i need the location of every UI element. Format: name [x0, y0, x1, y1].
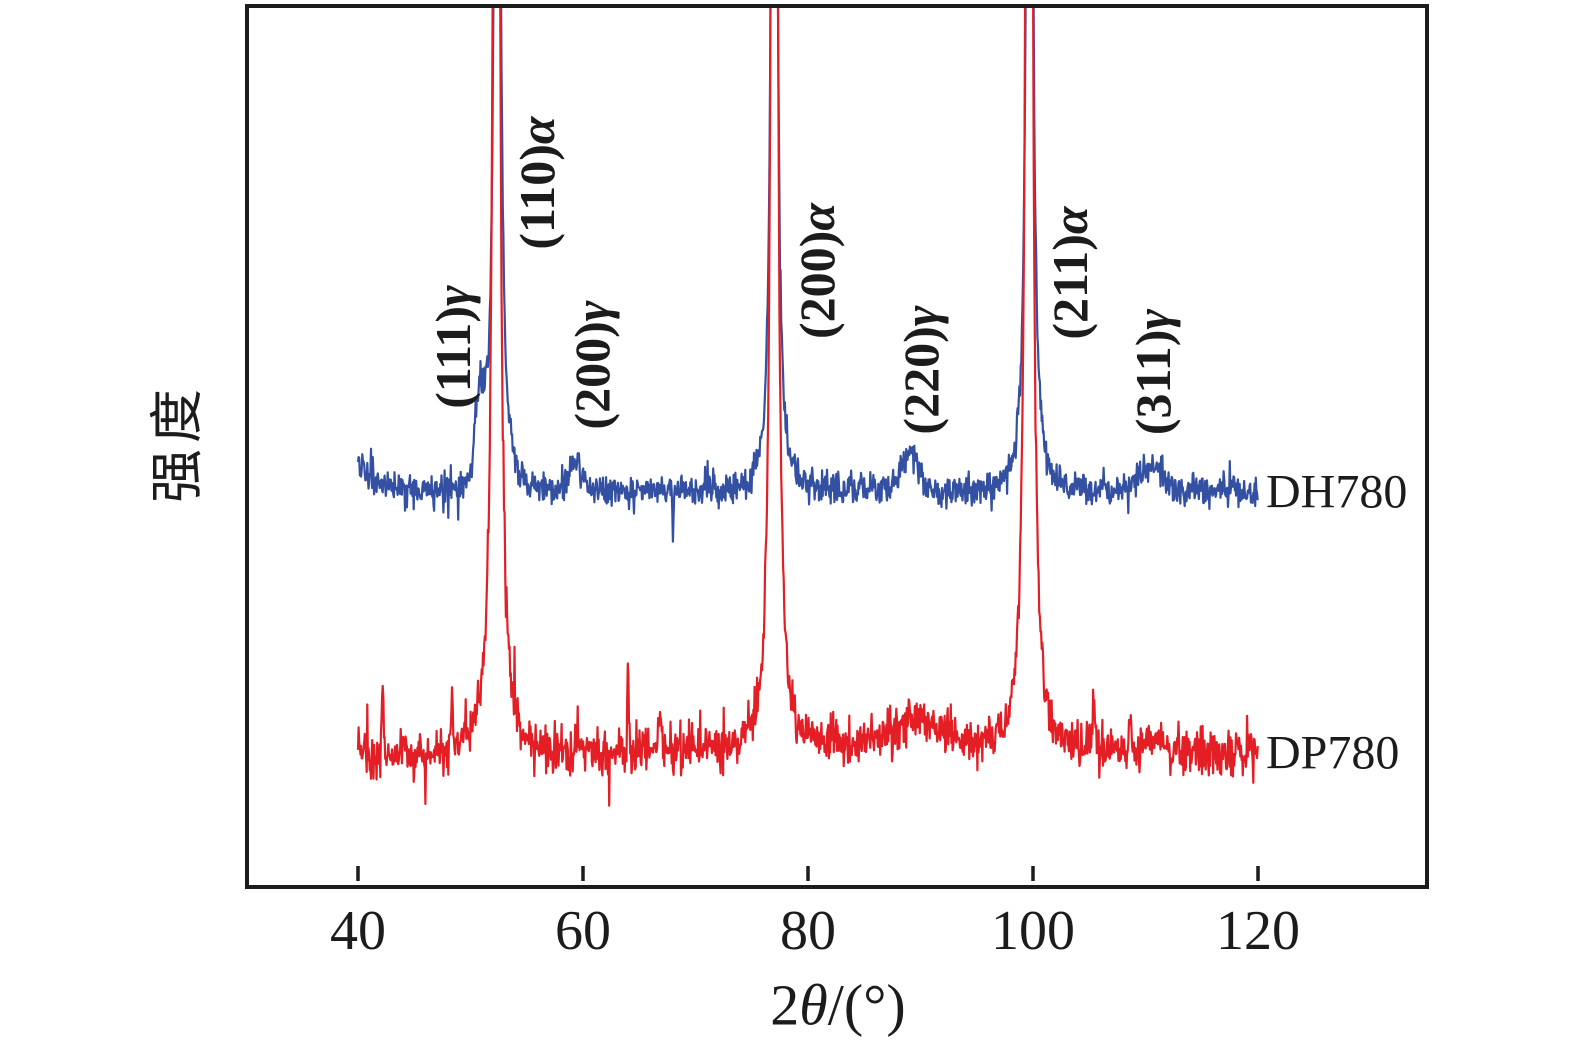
theta-symbol: θ: [799, 972, 828, 1038]
x-tick-marks: [356, 866, 1260, 881]
x-axis-title-coefficient: 2: [770, 972, 800, 1038]
x-tick-label-80: 80: [780, 900, 836, 962]
peak-label-phase: γ: [564, 300, 620, 322]
peak-label-(311)γ: (311)γ: [1124, 309, 1182, 435]
x-tick-label-60: 60: [555, 900, 611, 962]
peak-label-phase: α: [789, 203, 845, 231]
curve-group: [356, 8, 1259, 807]
series-curve-DH780: [356, 8, 1259, 543]
peak-label-phase: γ: [424, 285, 481, 307]
peak-label-hkl: (220): [892, 326, 949, 435]
peak-label-(111)γ: (111)γ: [424, 285, 482, 409]
peak-label-hkl: (211): [1042, 234, 1099, 340]
series-curve-DP780: [356, 8, 1259, 807]
peak-label-(211)α: (211)α: [1041, 206, 1099, 339]
series-label-DH780: DH780: [1266, 465, 1408, 519]
peak-label-(200)γ: (200)γ: [563, 300, 621, 429]
peak-label-phase: γ: [892, 305, 949, 327]
peak-label-(110)α: (110)α: [508, 116, 566, 249]
peak-label-hkl: (110): [508, 144, 565, 250]
peak-label-phase: α: [508, 116, 565, 145]
x-axis-title-units: /(°): [827, 972, 906, 1038]
peak-label-hkl: (311): [1125, 329, 1182, 436]
x-tick-label-120: 120: [1216, 900, 1300, 962]
peak-label-hkl: (200): [564, 321, 620, 430]
peak-label-(200)α: (200)α: [788, 203, 846, 339]
peak-label-(220)γ: (220)γ: [892, 305, 950, 434]
y-axis-label: 强度: [147, 383, 208, 503]
peak-label-phase: α: [1042, 206, 1099, 235]
series-label-DP780: DP780: [1266, 726, 1400, 780]
x-tick-label-100: 100: [991, 900, 1075, 962]
peak-label-hkl: (200): [789, 230, 845, 339]
x-axis-title: 2θ/(°): [770, 972, 905, 1039]
peak-label-phase: γ: [1125, 308, 1182, 330]
x-tick-label-40: 40: [330, 900, 386, 962]
peak-label-hkl: (111): [424, 306, 481, 409]
